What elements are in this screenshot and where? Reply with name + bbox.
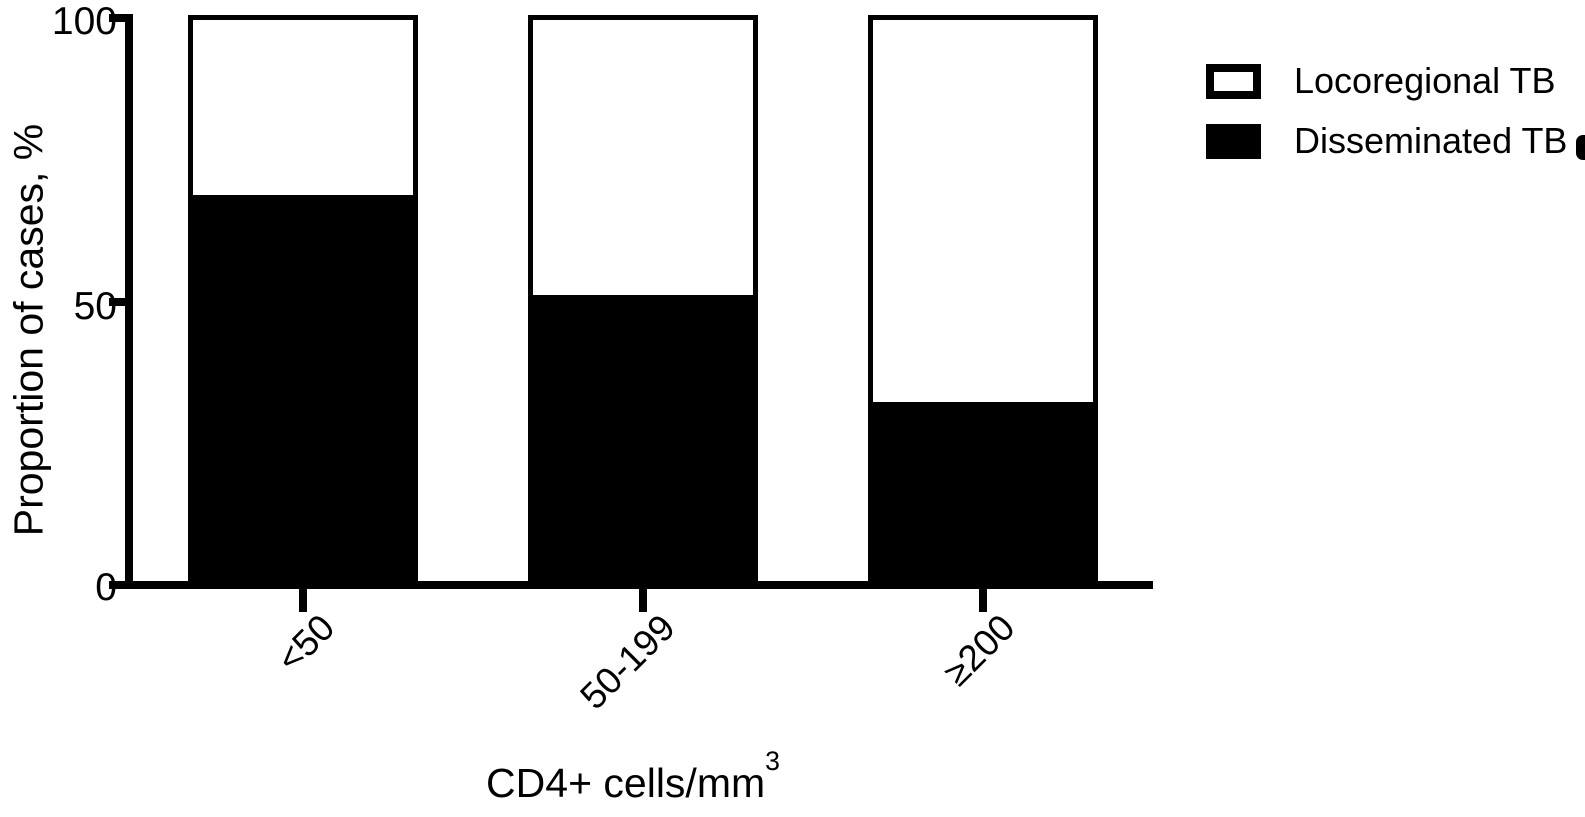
y-tick-100 [109, 14, 126, 22]
legend-row-disseminated: Disseminated TB [1206, 123, 1567, 159]
x-axis-line [125, 581, 1153, 589]
legend-label-disseminated: Disseminated TB [1294, 120, 1568, 161]
y-tick-label-100: 100 [51, 0, 117, 43]
x-tick-cat1 [299, 589, 307, 612]
legend: Locoregional TB Disseminated TB [1206, 63, 1567, 159]
x-axis-title-superscript: 3 [765, 746, 780, 777]
y-axis-line [125, 14, 133, 589]
legend-swatch-disseminated [1206, 123, 1261, 159]
y-tick-50 [109, 298, 126, 306]
bar-cd4-50-199 [528, 15, 758, 585]
x-tick-label-50-199: 50-199 [572, 606, 683, 718]
bar-segment-disseminated [532, 295, 754, 581]
x-tick-label-ge200: ≥200 [935, 606, 1023, 694]
y-axis-title: Proportion of cases, % [5, 123, 52, 537]
x-axis-title: CD4+ cells/mm3 [486, 748, 780, 806]
bar-segment-disseminated [192, 194, 414, 581]
x-axis-title-text: CD4+ cells/mm [486, 760, 766, 806]
y-tick-0 [109, 581, 126, 589]
bar-cd4-ge200 [868, 15, 1098, 585]
x-tick-label-lt50: <50 [269, 606, 343, 680]
bar-cd4-lt50 [188, 15, 418, 585]
legend-row-locoregional: Locoregional TB [1206, 63, 1567, 99]
y-tick-label-50: 50 [73, 285, 117, 328]
x-tick-cat3 [979, 589, 987, 612]
y-tick-label-0: 0 [95, 566, 117, 609]
x-tick-cat2 [639, 589, 647, 612]
legend-label-locoregional: Locoregional TB [1294, 60, 1556, 101]
bar-segment-disseminated [872, 401, 1094, 581]
edge-artifact [1576, 135, 1585, 160]
legend-swatch-locoregional [1206, 63, 1261, 99]
